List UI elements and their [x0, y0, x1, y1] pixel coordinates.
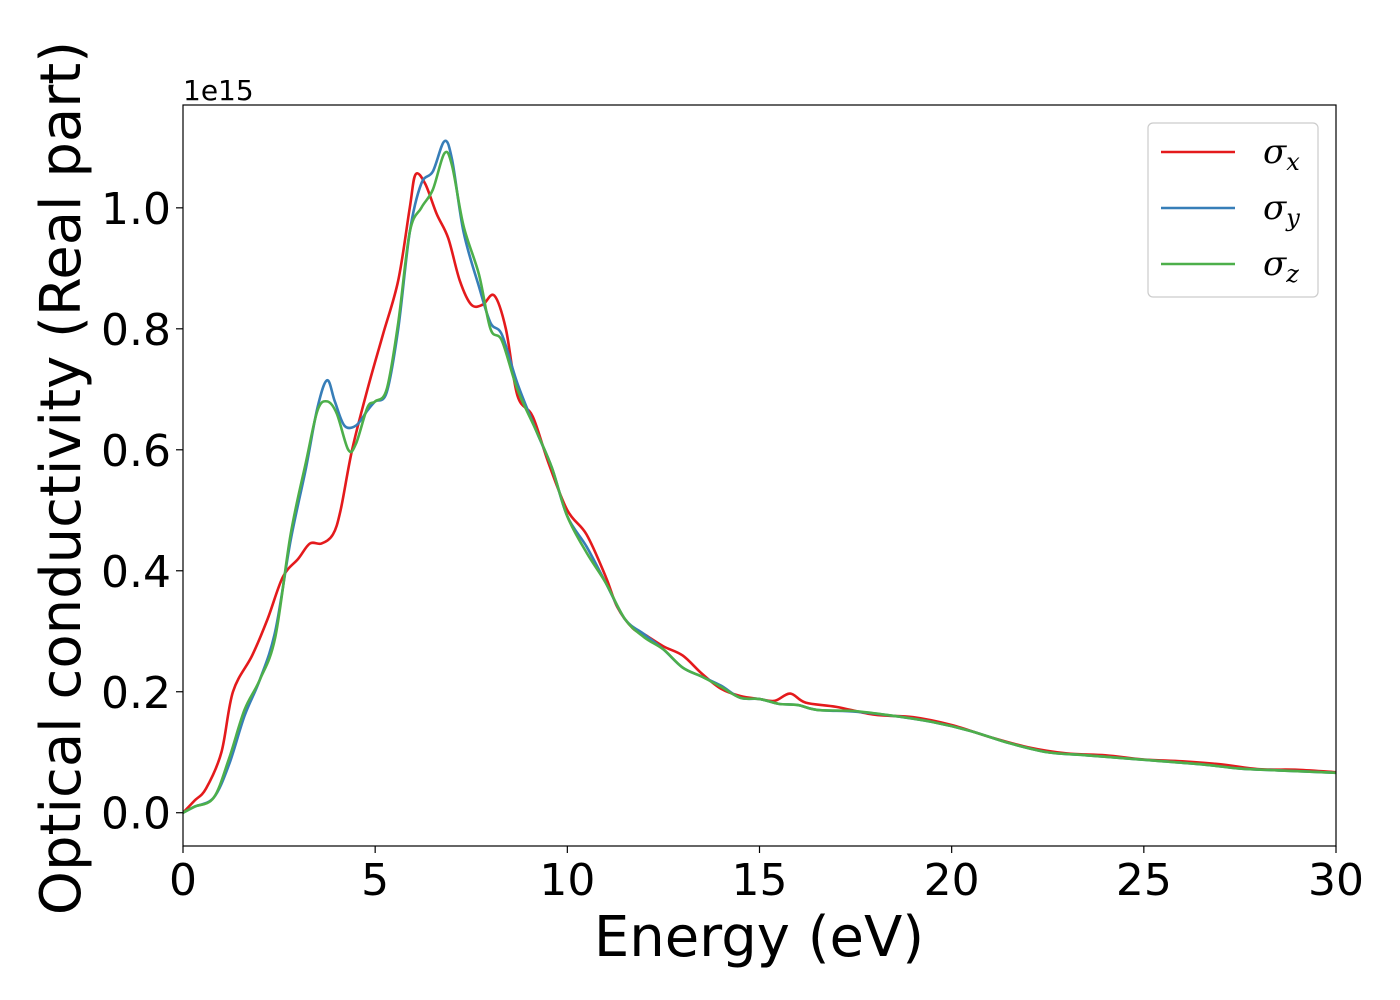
- series-layer: [183, 139, 1336, 815]
- x-tick-label: 10: [539, 855, 595, 906]
- series-line-z: [183, 150, 1336, 815]
- x-tick-label: 15: [732, 855, 788, 906]
- x-tick-label: 0: [169, 855, 197, 906]
- x-tick-label: 5: [361, 855, 389, 906]
- x-tick-label: 20: [924, 855, 980, 906]
- y-tick-label: 0.8: [101, 305, 171, 356]
- y-tick-label: 0.2: [101, 668, 171, 719]
- y-axis-title: Optical conductivity (Real part): [29, 41, 94, 915]
- y-tick-label: 1.0: [101, 184, 171, 235]
- legend-frame: [1147, 122, 1319, 298]
- x-tick-label: 30: [1308, 855, 1364, 906]
- y-tick-label: 0.4: [101, 547, 171, 598]
- x-tick-label: 25: [1116, 855, 1172, 906]
- y-tick-label: 0.0: [101, 789, 171, 840]
- y-axis: 0.0 0.2 0.4 0.6 0.8 1.0: [101, 184, 183, 840]
- y-offset-label: 1e15: [183, 74, 254, 107]
- x-axis-title: Energy (eV): [594, 905, 924, 970]
- y-tick-label: 0.6: [101, 426, 171, 477]
- x-axis: 0 5 10 15 20 25 30: [169, 846, 1364, 906]
